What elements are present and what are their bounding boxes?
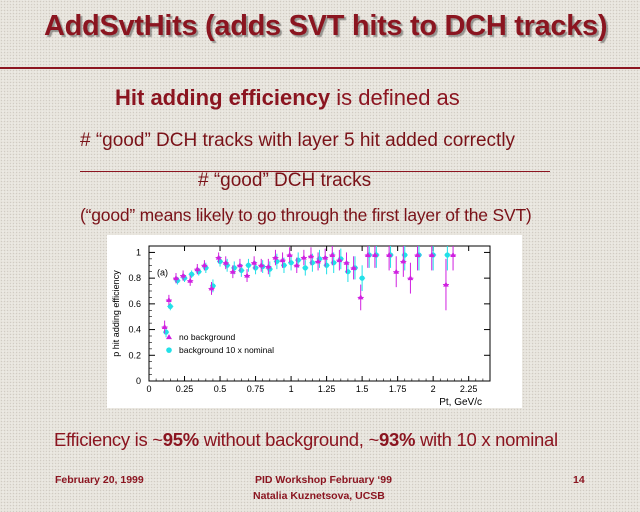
legend-label: no background bbox=[179, 332, 236, 342]
y-tick-label: 0 bbox=[136, 376, 141, 386]
x-tick-label: 2 bbox=[431, 384, 436, 394]
data-point bbox=[329, 252, 336, 257]
x-tick-label: 0.25 bbox=[176, 384, 194, 394]
x-tick-label: 2.25 bbox=[460, 384, 478, 394]
x-tick-label: 1 bbox=[289, 384, 294, 394]
y-axis-label: p hit adding efficiency bbox=[111, 270, 121, 357]
data-point bbox=[194, 266, 201, 272]
data-point bbox=[251, 259, 257, 265]
data-point bbox=[187, 277, 194, 283]
data-point bbox=[230, 268, 236, 274]
summary-value-no-bg: 95% bbox=[162, 429, 199, 450]
x-tick-label: 0 bbox=[146, 384, 151, 394]
slide-title: AddSvtHits (adds SVT hits to DCH tracks) bbox=[44, 10, 608, 42]
summary-value-bg: 93% bbox=[378, 429, 416, 450]
footer-workshop: PID Workshop February ‘99 bbox=[255, 474, 392, 486]
y-tick-label: 0.4 bbox=[128, 325, 141, 335]
fraction-numerator: # “good” DCH tracks with layer 5 hit add… bbox=[80, 130, 516, 151]
x-tick-label: 0.5 bbox=[214, 384, 227, 394]
data-point bbox=[208, 285, 215, 291]
data-point bbox=[245, 262, 252, 268]
efficiency-chart-svg: 0 0.25 0.5 0.75 1 1.25 1.5 1.75 2 2.25 0 0.2 0.4 0.6 0… bbox=[111, 245, 491, 408]
legend-marker bbox=[166, 347, 172, 353]
x-tick-label: 1.25 bbox=[318, 384, 336, 394]
data-point bbox=[293, 262, 300, 268]
heading-bold-text: Hit adding efficiency bbox=[115, 85, 331, 110]
data-point bbox=[428, 252, 435, 257]
legend-label: background 10 x nominal bbox=[179, 345, 274, 355]
data-point bbox=[244, 272, 250, 278]
y-tick-label: 1 bbox=[136, 247, 141, 257]
data-point bbox=[393, 268, 400, 274]
data-point bbox=[350, 264, 357, 270]
title-divider bbox=[0, 67, 640, 69]
data-point bbox=[265, 263, 272, 269]
data-point bbox=[386, 252, 392, 257]
y-tick-label: 0.6 bbox=[128, 299, 141, 309]
data-point bbox=[215, 254, 222, 260]
legend-marker bbox=[166, 334, 172, 340]
data-point bbox=[258, 262, 265, 268]
data-point bbox=[315, 258, 321, 264]
data-point bbox=[365, 252, 371, 257]
data-point bbox=[166, 297, 172, 302]
summary-middle: without background, ~ bbox=[198, 429, 380, 450]
data-point bbox=[343, 259, 350, 265]
data-point bbox=[279, 257, 286, 263]
y-tick-label: 0.8 bbox=[128, 273, 141, 283]
data-point bbox=[400, 258, 407, 264]
footer-page-number: 14 bbox=[573, 474, 585, 486]
data-point bbox=[359, 275, 365, 281]
footer-date: February 20, 1999 bbox=[55, 474, 144, 486]
x-tick-label: 0.75 bbox=[247, 384, 265, 394]
data-point bbox=[301, 254, 307, 260]
data-point bbox=[201, 262, 208, 268]
y-tick-label: 0.2 bbox=[128, 350, 141, 360]
data-point bbox=[444, 252, 450, 258]
data-point bbox=[302, 265, 308, 271]
data-point bbox=[308, 253, 314, 259]
x-tick-label: 1.5 bbox=[356, 384, 369, 394]
data-point bbox=[407, 275, 414, 281]
efficiency-plot: 0 0.25 0.5 0.75 1 1.25 1.5 1.75 2 2.25 0 0.2 0.4 0.6 0… bbox=[107, 235, 522, 408]
footer-author: Natalia Kuznetsova, UCSB bbox=[253, 490, 385, 502]
summary-prefix: Efficiency is ~ bbox=[54, 429, 163, 450]
fraction-bar bbox=[80, 171, 550, 172]
x-axis-label: Pt, GeV/c bbox=[439, 397, 482, 408]
summary-suffix: with 10 x nominal bbox=[415, 429, 558, 450]
data-point bbox=[180, 272, 186, 278]
data-point bbox=[222, 259, 229, 265]
data-point bbox=[443, 281, 449, 287]
heading-rest-text: is defined as bbox=[330, 85, 460, 110]
good-track-note: (“good” means likely to go through the f… bbox=[80, 205, 532, 225]
data-point bbox=[322, 254, 328, 260]
definition-heading: Hit adding efficiency is defined as bbox=[115, 85, 460, 111]
data-point bbox=[272, 254, 279, 260]
fraction-denominator: # “good” DCH tracks bbox=[198, 170, 372, 191]
data-point bbox=[357, 294, 364, 300]
x-tick-label: 1.75 bbox=[389, 384, 407, 394]
data-point bbox=[414, 252, 421, 257]
data-point bbox=[161, 324, 168, 329]
data-point bbox=[336, 257, 343, 263]
data-point bbox=[237, 262, 243, 268]
efficiency-summary: Efficiency is ~95% without background, ~… bbox=[54, 429, 558, 451]
panel-label: (a) bbox=[157, 268, 168, 278]
data-point bbox=[286, 252, 293, 257]
data-point bbox=[372, 252, 378, 257]
data-point bbox=[450, 252, 456, 257]
data-point bbox=[173, 275, 179, 281]
